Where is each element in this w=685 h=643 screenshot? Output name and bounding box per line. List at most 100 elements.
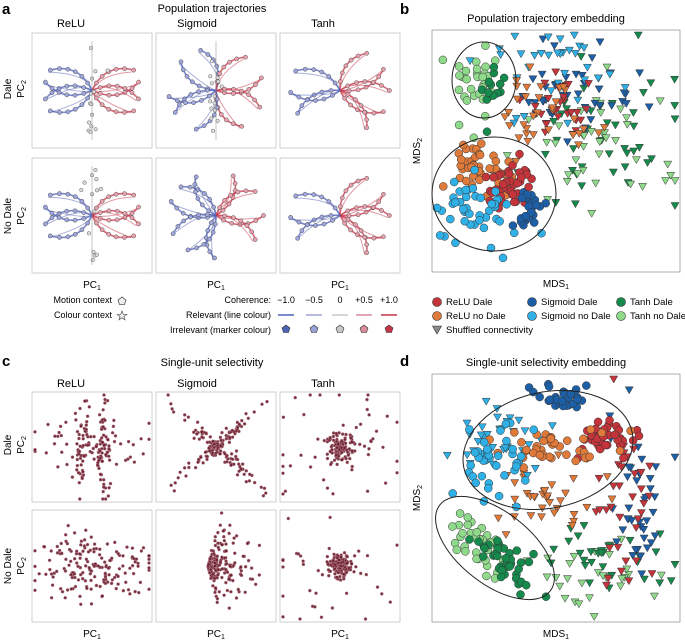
selectivity-point — [75, 463, 80, 468]
trajectory-marker — [65, 234, 71, 240]
selectivity-point — [84, 528, 88, 533]
selectivity-point — [86, 550, 91, 554]
selectivity-point — [128, 455, 133, 459]
embedding-triangle — [547, 481, 557, 490]
embedding-point — [461, 66, 471, 76]
embedding-triangle — [631, 524, 641, 533]
trajectory-marker — [257, 104, 263, 110]
embedding-triangle — [646, 79, 656, 88]
selectivity-point — [82, 538, 87, 542]
trajectory-marker — [106, 83, 112, 89]
trajectory-marker — [194, 245, 199, 251]
embedding-point — [541, 592, 551, 601]
trajectory-marker — [219, 84, 224, 89]
selectivity-point — [81, 443, 85, 448]
selectivity-point — [70, 475, 75, 479]
trajectory-marker — [212, 221, 218, 227]
trajectory-marker — [201, 123, 207, 128]
embedding-triangle — [646, 539, 656, 548]
selectivity-point — [239, 569, 244, 573]
embedding-point — [500, 471, 509, 480]
trajectory-line — [185, 215, 217, 253]
selectivity-point — [105, 542, 110, 546]
trajectory-marker — [81, 85, 87, 90]
selectivity-point — [56, 465, 60, 469]
selectivity-point — [78, 556, 82, 561]
embedding-point — [566, 389, 576, 399]
trajectory-marker — [189, 79, 195, 85]
selectivity-point — [87, 405, 92, 409]
selectivity-point — [247, 472, 252, 477]
trajectory-line — [339, 209, 388, 218]
trajectory-marker — [202, 191, 207, 196]
trajectory-marker — [362, 204, 368, 209]
selectivity-point — [182, 413, 187, 417]
trajectory-marker — [319, 214, 325, 220]
embedding-triangle — [670, 561, 680, 569]
embedding-point — [487, 199, 496, 209]
embedding-triangle — [623, 515, 632, 524]
trajectory-marker — [114, 208, 120, 214]
pentagon-swatch-icon — [359, 324, 369, 333]
embedding-point — [482, 127, 492, 136]
embedding-triangle — [528, 112, 538, 121]
panel-letter-d: d — [400, 353, 409, 370]
embedding-triangle — [631, 546, 641, 555]
trajectory-marker — [235, 189, 241, 195]
embedding-point — [456, 155, 466, 164]
trajectory-marker — [99, 74, 105, 79]
trajectory-marker — [180, 67, 186, 72]
embedding-triangle — [579, 556, 589, 565]
embedding-triangle — [609, 375, 619, 384]
selectivity-point — [98, 477, 103, 482]
embedding-point — [514, 564, 523, 574]
embedding-triangle — [523, 137, 533, 146]
selectivity-point — [395, 420, 399, 425]
embedding-triangle — [628, 493, 638, 502]
embedding-point — [502, 200, 511, 209]
selectivity-point — [336, 570, 341, 575]
embedding-point — [529, 218, 539, 227]
trajectory-marker — [85, 80, 90, 86]
selectivity-point — [198, 455, 203, 460]
embedding-triangle — [462, 419, 472, 428]
subplot-frame — [279, 391, 401, 503]
trajectory-marker — [198, 48, 203, 53]
trajectory-marker — [243, 188, 249, 194]
selectivity-point — [101, 433, 106, 438]
trajectory-marker — [57, 110, 62, 115]
embedding-triangle — [656, 571, 666, 580]
selectivity-point — [169, 401, 173, 406]
selectivity-point — [64, 420, 68, 425]
trajectory-marker — [65, 191, 71, 197]
trajectory-line — [172, 89, 217, 115]
trajectory-marker — [90, 258, 95, 263]
selectivity-point — [82, 454, 87, 459]
selectivity-point — [113, 434, 118, 438]
trajectory-marker — [348, 182, 354, 188]
trajectory-marker — [49, 86, 55, 91]
selectivity-point — [220, 543, 224, 547]
trajectory-marker — [79, 187, 84, 192]
trajectory-marker — [208, 74, 213, 79]
selectivity-point — [191, 430, 196, 435]
embedding-triangle — [559, 83, 568, 92]
embedding-point — [499, 73, 509, 83]
selectivity-point — [81, 469, 85, 474]
trajectory-marker — [330, 93, 335, 98]
trajectory-marker — [181, 218, 186, 224]
selectivity-point — [218, 523, 223, 528]
selectivity-point — [345, 554, 350, 559]
embedding-point — [479, 497, 489, 506]
embedding-triangle — [522, 83, 532, 92]
selectivity-point — [253, 582, 258, 587]
selectivity-point — [374, 429, 379, 434]
trajectory-marker — [229, 220, 234, 226]
embedding-triangle — [544, 51, 554, 60]
trajectory-marker — [196, 89, 201, 94]
selectivity-point — [89, 578, 93, 583]
embedding-point — [461, 192, 471, 202]
trajectory-marker — [43, 79, 48, 85]
trajectory-marker — [376, 74, 382, 80]
trajectory-line — [91, 215, 132, 239]
